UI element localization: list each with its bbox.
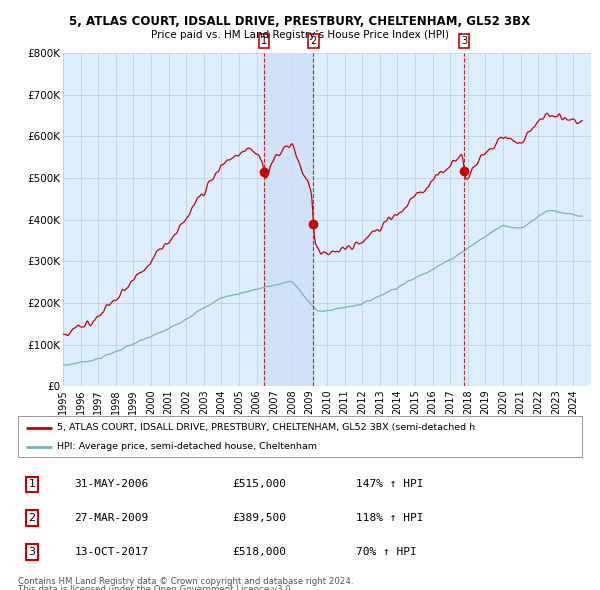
Text: 2: 2 (29, 513, 35, 523)
Text: £518,000: £518,000 (232, 548, 286, 557)
Text: This data is licensed under the Open Government Licence v3.0.: This data is licensed under the Open Gov… (18, 585, 293, 590)
Text: 5, ATLAS COURT, IDSALL DRIVE, PRESTBURY, CHELTENHAM, GL52 3BX (semi-detached h: 5, ATLAS COURT, IDSALL DRIVE, PRESTBURY,… (58, 423, 476, 432)
Text: £389,500: £389,500 (232, 513, 286, 523)
Text: 5, ATLAS COURT, IDSALL DRIVE, PRESTBURY, CHELTENHAM, GL52 3BX: 5, ATLAS COURT, IDSALL DRIVE, PRESTBURY,… (70, 15, 530, 28)
Text: 147% ↑ HPI: 147% ↑ HPI (356, 480, 424, 489)
Text: 3: 3 (461, 37, 467, 47)
Text: 118% ↑ HPI: 118% ↑ HPI (356, 513, 424, 523)
Text: 3: 3 (29, 548, 35, 557)
Text: 70% ↑ HPI: 70% ↑ HPI (356, 548, 417, 557)
Text: Price paid vs. HM Land Registry’s House Price Index (HPI): Price paid vs. HM Land Registry’s House … (151, 30, 449, 40)
Text: 27-MAR-2009: 27-MAR-2009 (74, 513, 149, 523)
Text: Contains HM Land Registry data © Crown copyright and database right 2024.: Contains HM Land Registry data © Crown c… (18, 577, 353, 586)
Text: 1: 1 (29, 480, 35, 489)
Text: 13-OCT-2017: 13-OCT-2017 (74, 548, 149, 557)
Text: £515,000: £515,000 (232, 480, 286, 489)
Bar (264, 53, 313, 386)
Text: HPI: Average price, semi-detached house, Cheltenham: HPI: Average price, semi-detached house,… (58, 442, 317, 451)
Text: 31-MAY-2006: 31-MAY-2006 (74, 480, 149, 489)
Text: 1: 1 (261, 37, 267, 47)
Text: 2: 2 (310, 37, 317, 47)
